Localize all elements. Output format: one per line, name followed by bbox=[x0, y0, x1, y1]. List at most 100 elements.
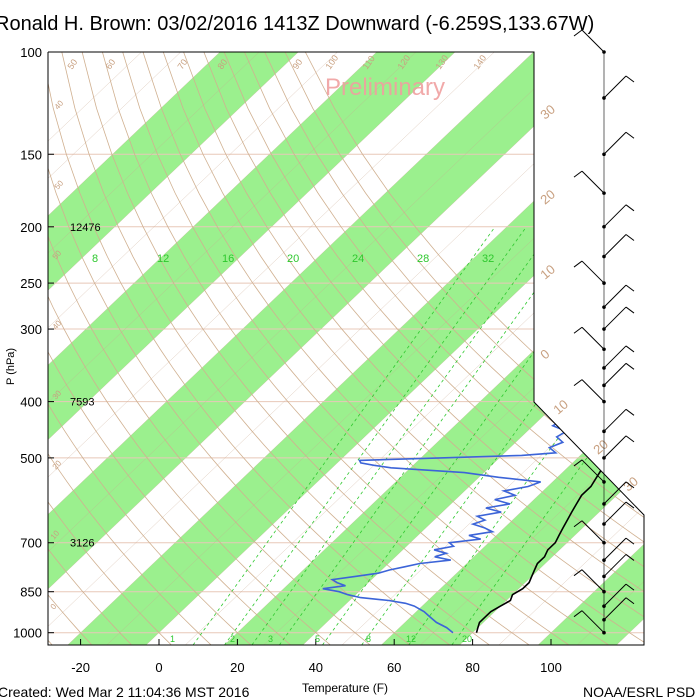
mixing-ratio-line bbox=[224, 226, 527, 645]
wind-barb bbox=[603, 234, 627, 257]
isotherm-line bbox=[185, 52, 644, 645]
theta-label: 0 bbox=[537, 346, 552, 362]
wind-barb-feather bbox=[625, 131, 635, 139]
mixing-ratio-lines bbox=[192, 226, 644, 645]
isotherm-label: 70 bbox=[175, 57, 189, 71]
isotherm-line bbox=[48, 52, 417, 645]
mixing-ratio-line bbox=[361, 226, 644, 645]
mixing-ratio-label: 1 bbox=[170, 634, 175, 644]
dry-adiabat bbox=[48, 52, 132, 645]
wind-barb-feather bbox=[625, 284, 635, 292]
wind-barb bbox=[603, 537, 627, 561]
mixing-ratio-line bbox=[322, 226, 625, 645]
wind-barb bbox=[603, 554, 627, 577]
y-tick-label: 150 bbox=[20, 147, 42, 162]
mixing-ratio-label: 2 bbox=[230, 634, 235, 644]
y-tick-label: 100 bbox=[20, 45, 42, 60]
wind-barb-feather bbox=[625, 554, 635, 561]
isotherm-line bbox=[48, 52, 613, 645]
wind-barb bbox=[581, 170, 605, 194]
plot-frame bbox=[47, 51, 645, 646]
wind-barb-feather bbox=[573, 459, 583, 467]
dry-adiabat bbox=[203, 52, 644, 645]
mixing-ratio-label: 24 bbox=[352, 253, 364, 265]
wind-barb bbox=[581, 29, 605, 53]
dry-adiabat bbox=[48, 52, 411, 645]
mixing-ratio-label: 28 bbox=[417, 253, 429, 265]
isotherm-line bbox=[48, 52, 299, 645]
footer-credit: NOAA/ESRL PSD bbox=[583, 684, 695, 700]
wind-barb bbox=[581, 379, 605, 402]
theta-label: 30 bbox=[537, 102, 558, 123]
wind-barb-feather bbox=[625, 234, 635, 241]
x-tick-label: 0 bbox=[155, 660, 162, 675]
wind-barb-feather bbox=[625, 537, 635, 545]
isotherm-line bbox=[537, 52, 644, 645]
wind-barb bbox=[603, 435, 627, 459]
isotherm-line bbox=[48, 52, 534, 645]
wind-barb bbox=[603, 481, 627, 505]
isotherm-line bbox=[145, 52, 644, 645]
dewpoint-line bbox=[322, 52, 644, 634]
y-tick-label: 700 bbox=[20, 536, 42, 551]
x-tick-label: 40 bbox=[309, 660, 323, 675]
wind-barb bbox=[603, 204, 627, 228]
wind-barb-feather bbox=[573, 170, 583, 178]
isotherm-line bbox=[656, 52, 700, 645]
green-bands bbox=[48, 52, 644, 645]
isotherm-label: 50 bbox=[65, 57, 79, 71]
dry-adiabat bbox=[304, 52, 644, 645]
isotherm-line bbox=[48, 52, 260, 645]
dry-adiabat bbox=[48, 52, 172, 645]
wind-barb-feather bbox=[573, 29, 583, 37]
wind-barb-feather bbox=[625, 501, 635, 509]
x-tick-label: 100 bbox=[540, 660, 562, 675]
wind-barb bbox=[603, 306, 627, 330]
y-tick-label: 250 bbox=[20, 276, 42, 291]
adiabat-label: 0 bbox=[49, 602, 59, 612]
theta-label: 10 bbox=[537, 262, 558, 283]
isotherm-line bbox=[498, 52, 644, 645]
wind-barb bbox=[603, 131, 627, 155]
wind-barb bbox=[581, 610, 605, 634]
wind-barb bbox=[581, 569, 605, 593]
mixing-ratio-label: 12 bbox=[157, 253, 169, 265]
isotherm-label: 90 bbox=[290, 57, 304, 71]
wind-barb-feather bbox=[625, 408, 635, 416]
isobar-grid bbox=[48, 52, 644, 645]
height-label: 7593 bbox=[70, 397, 94, 409]
y-tick-label: 300 bbox=[20, 322, 42, 337]
dry-adiabat bbox=[81, 52, 530, 645]
wind-barb-feather bbox=[573, 520, 583, 528]
mixing-ratio-label: 32 bbox=[482, 253, 494, 265]
dry-adiabat bbox=[102, 52, 570, 645]
x-tick-label: 20 bbox=[230, 660, 244, 675]
wind-barb bbox=[581, 326, 605, 350]
wind-barb-feather bbox=[573, 260, 583, 268]
green-band bbox=[538, 52, 644, 645]
isotherm-line bbox=[48, 52, 495, 645]
dry-adiabat bbox=[48, 52, 291, 645]
height-label: 3126 bbox=[70, 538, 94, 550]
wind-barbs bbox=[573, 29, 635, 635]
wind-barb bbox=[603, 583, 627, 607]
mixing-ratio-line bbox=[192, 226, 496, 645]
mixing-ratio-line bbox=[451, 226, 644, 645]
dry-adiabat bbox=[244, 52, 644, 645]
mixing-ratio-line bbox=[408, 226, 644, 645]
isotherm-line bbox=[48, 52, 338, 645]
wind-barb bbox=[581, 260, 605, 284]
mixing-ratio-label: 20 bbox=[462, 634, 472, 644]
wind-barb-feather bbox=[625, 362, 635, 370]
y-tick-label: 850 bbox=[20, 585, 42, 600]
wind-barb bbox=[603, 597, 627, 621]
isotherm-line bbox=[459, 52, 644, 645]
x-tick-label: 80 bbox=[465, 660, 479, 675]
isotherm-label: 60 bbox=[103, 57, 117, 71]
wind-barb-feather bbox=[573, 379, 583, 387]
wind-barb-feather bbox=[625, 75, 635, 83]
wind-barb bbox=[603, 408, 627, 432]
wind-barb bbox=[603, 284, 627, 308]
plot-border bbox=[47, 51, 645, 646]
